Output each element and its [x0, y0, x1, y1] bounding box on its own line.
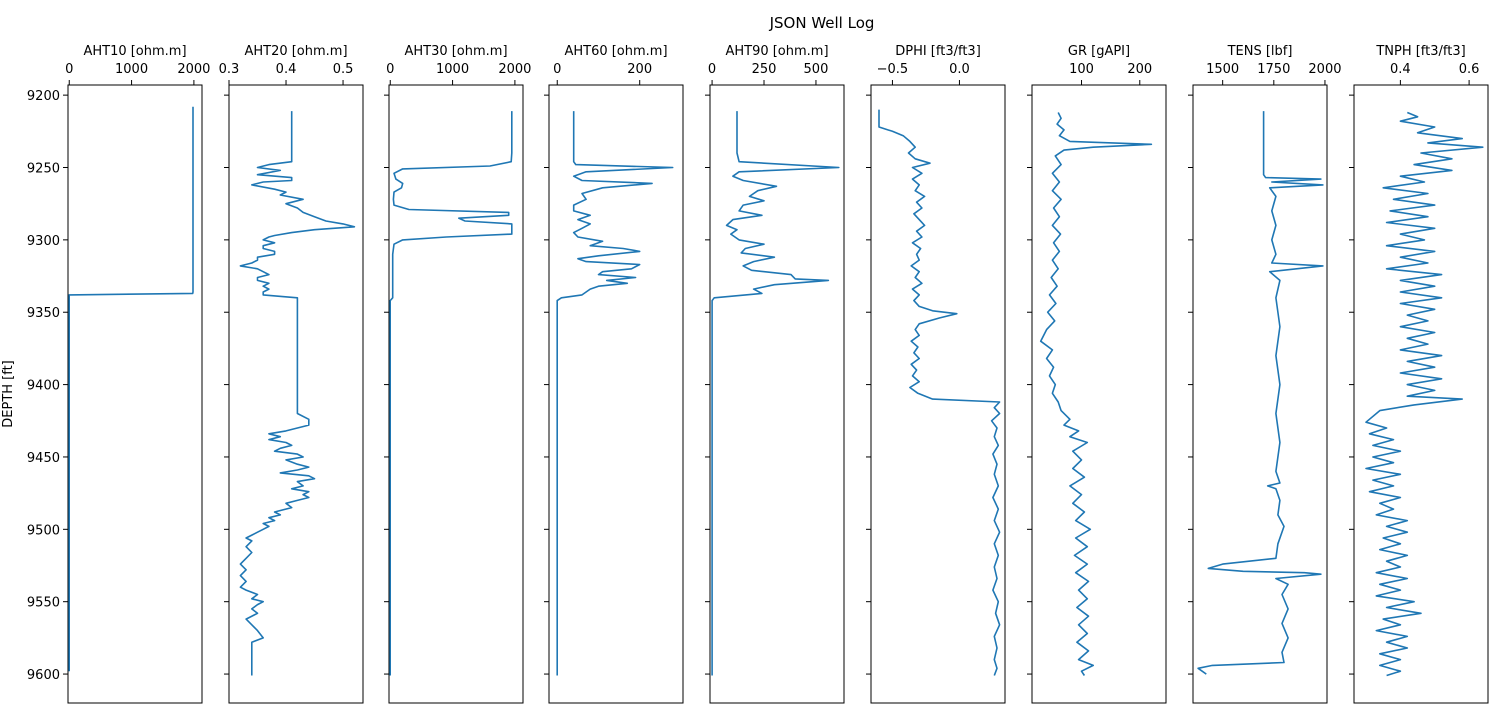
x-tick-label: 0	[386, 62, 394, 77]
x-tick-label: 1000	[436, 62, 469, 77]
track-frame	[1353, 84, 1489, 704]
series-line	[389, 111, 513, 676]
x-tick-label: 2000	[177, 62, 210, 77]
track-frame	[228, 84, 364, 704]
track-5: DPHI [ft3/ft3] −0.5 0.0	[866, 44, 1006, 704]
track-frame	[870, 84, 1006, 704]
track-title: DPHI [ft3/ft3]	[895, 44, 981, 59]
series-line	[878, 109, 1001, 676]
track-title: GR [gAPI]	[1068, 44, 1130, 59]
x-tick-label: 200	[627, 62, 652, 77]
x-tick-label: 2000	[498, 62, 531, 77]
track-frame	[1192, 84, 1328, 704]
track-frame	[548, 84, 684, 704]
y-tick-label: 9250	[27, 161, 60, 176]
x-tick-label: 0.4	[276, 62, 297, 77]
x-tick-label: 500	[804, 62, 829, 77]
track-0: AHT10 [ohm.m] 0 1000 2000 9200 9250 9300 9350 94…	[27, 44, 210, 704]
log-tracks: AHT10 [ohm.m]0 1000 2000920092509300935094…	[27, 44, 1489, 704]
track-7: TENS [lbf] 1500 1750 2000	[1188, 44, 1342, 704]
x-tick-label: 0	[553, 62, 561, 77]
track-4: AHT90 [ohm.m] 0 250 500	[705, 44, 845, 704]
track-title: AHT10 [ohm.m]	[83, 44, 186, 59]
x-tick-label: 0	[708, 62, 716, 77]
series-line	[1365, 111, 1484, 677]
track-frame	[388, 84, 524, 704]
y-tick-label: 9400	[27, 379, 60, 394]
y-tick-label: 9350	[27, 306, 60, 321]
y-tick-label: 9600	[27, 668, 60, 683]
x-tick-label: 1000	[115, 62, 148, 77]
series-line	[1197, 111, 1324, 675]
x-tick-label: 0.5	[333, 62, 354, 77]
x-tick-label: 0.6	[1459, 62, 1480, 77]
track-frame	[1031, 84, 1167, 704]
track-1: AHT20 [ohm.m] 0.3 0.4 0.5	[219, 44, 364, 704]
series-line	[68, 106, 194, 672]
series-line	[556, 111, 674, 676]
x-tick-label: 1500	[1206, 62, 1239, 77]
x-tick-label: 0.3	[219, 62, 240, 77]
track-title: AHT90 [ohm.m]	[725, 44, 828, 59]
y-axis-label: DEPTH [ft]	[1, 360, 16, 428]
x-tick-label: −0.5	[877, 62, 909, 77]
x-tick-label: 0.0	[949, 62, 970, 77]
track-2: AHT30 [ohm.m] 0 1000 2000	[384, 44, 531, 704]
x-tick-label: 250	[752, 62, 777, 77]
x-tick-label: 0.4	[1390, 62, 1411, 77]
track-6: GR [gAPI] 100 200	[1027, 44, 1167, 704]
x-tick-label: 0	[65, 62, 73, 77]
y-tick-label: 9200	[27, 89, 60, 104]
y-tick-label: 9450	[27, 451, 60, 466]
track-title: TENS [lbf]	[1227, 44, 1293, 59]
track-title: AHT20 [ohm.m]	[244, 44, 347, 59]
y-tick-label: 9300	[27, 234, 60, 249]
series-line	[239, 111, 356, 676]
y-tick-label: 9500	[27, 523, 60, 538]
track-8: TNPH [ft3/ft3] 0.4 0.6	[1349, 44, 1489, 704]
x-tick-label: 2000	[1308, 62, 1341, 77]
track-3: AHT60 [ohm.m]0 200	[544, 44, 684, 704]
track-title: TNPH [ft3/ft3]	[1375, 44, 1465, 59]
chart-title: JSON Well Log	[769, 14, 875, 32]
track-frame	[709, 84, 845, 704]
track-frame	[67, 84, 203, 704]
track-title: AHT60 [ohm.m]	[564, 44, 667, 59]
series-line	[711, 111, 840, 676]
x-tick-label: 1750	[1257, 62, 1290, 77]
track-title: AHT30 [ohm.m]	[404, 44, 507, 59]
x-tick-label: 100	[1069, 62, 1094, 77]
y-tick-label: 9550	[27, 596, 60, 611]
series-line	[1039, 112, 1153, 676]
x-tick-label: 200	[1127, 62, 1152, 77]
